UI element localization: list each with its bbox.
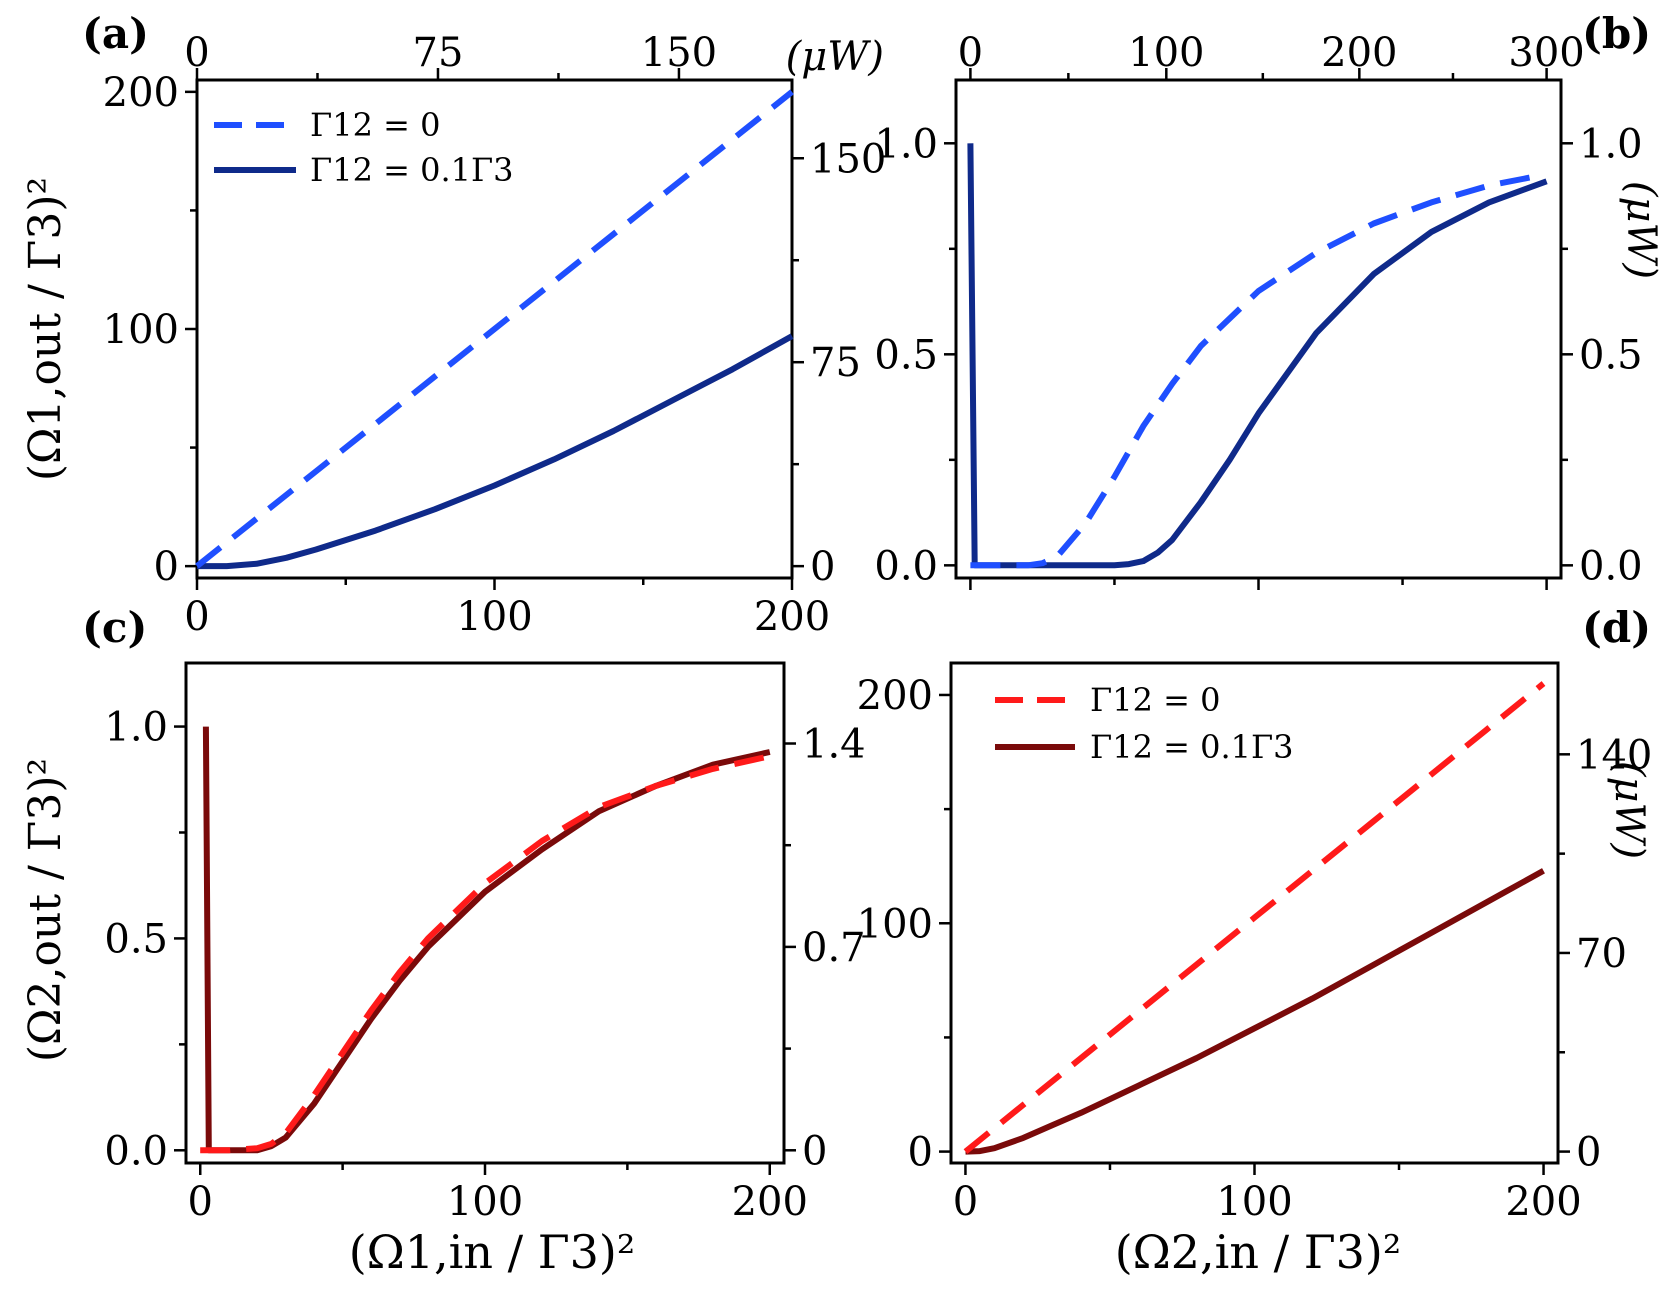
panel-c-ticks: 0 100 200 0.0 0.5 1.0 0 0.7 1.4 (104, 705, 865, 1225)
panel-b: 0.0 0.5 1.0 0.0 0.5 1.0 0 100 200 300 (b) (μW) (874, 9, 1662, 590)
right-tick-label: 1.0 (1579, 121, 1643, 167)
panel-b-ticks: 0.0 0.5 1.0 0.0 0.5 1.0 0 100 200 300 (874, 30, 1643, 590)
y-tick-label: 0 (908, 1130, 933, 1176)
panel-d-series (963, 681, 1546, 1155)
panel-d-xlabel: (Ω2,in / Γ3)² (1115, 1225, 1402, 1279)
series-line-gamma12-zero (963, 681, 1546, 1154)
right-tick-label: 0.0 (1579, 543, 1643, 589)
y-tick-label: 0.0 (874, 543, 938, 589)
panel-d-label: (d) (1582, 603, 1651, 652)
right-tick-label: 0 (810, 544, 835, 590)
series-line-gamma12-0-1 (202, 726, 771, 1154)
right-tick-label: 1.4 (802, 722, 866, 768)
y-tick-label: 200 (857, 673, 933, 719)
panel-c-series (200, 726, 771, 1154)
panel-d-right-unit: (μW) (1606, 761, 1652, 859)
y-tick-label: 0.5 (874, 332, 938, 378)
series-line-gamma12-zero (195, 89, 794, 569)
panel-c: 0 100 200 0.0 0.5 1.0 0 0.7 1.4 (c) (Ω2,out / Γ3… (20, 603, 866, 1279)
panel-c-frame (184, 661, 786, 1165)
panel-d-legend: Γ12 = 0 Γ12 = 0.1Γ3 (995, 681, 1294, 766)
series-line-gamma12-0-1 (197, 333, 794, 570)
right-tick-label: 140 (1576, 732, 1652, 778)
top-tick-label: 0 (958, 30, 983, 76)
series-line-gamma12-0-1 (967, 143, 1548, 569)
top-tick-label: 0 (184, 30, 209, 76)
y-tick-label: 0 (154, 544, 179, 590)
y-tick-label: 100 (857, 901, 933, 947)
y-tick-label: 100 (103, 307, 179, 353)
legend-entry-dashed: Γ12 = 0 (1090, 681, 1220, 719)
legend-entry-dashed: Γ12 = 0 (310, 106, 440, 144)
panel-b-frame (954, 78, 1563, 580)
series-line-gamma12-zero (970, 174, 1533, 569)
panel-a-legend: Γ12 = 0 Γ12 = 0.1Γ3 (214, 106, 514, 189)
legend-entry-solid: Γ12 = 0.1Γ3 (1090, 728, 1294, 766)
right-tick-label: 0.7 (802, 925, 866, 971)
panel-a-series (195, 89, 794, 570)
series-line-gamma12-zero (200, 753, 771, 1154)
panel-a-ylabel: (Ω1,out / Γ3)² (20, 177, 71, 481)
top-tick-label: 100 (1128, 30, 1204, 76)
panel-a-label: (a) (82, 9, 149, 58)
panel-a-top-unit: (μW) (786, 34, 884, 80)
y-tick-label: 1.0 (104, 705, 168, 751)
x-tick-label: 200 (732, 1179, 808, 1225)
panel-b-series (967, 143, 1548, 569)
panel-c-ylabel: (Ω2,out / Γ3)² (20, 758, 71, 1062)
right-tick-label: 75 (810, 340, 861, 386)
right-tick-label: 0 (802, 1128, 827, 1174)
panel-c-xlabel: (Ω1,in / Γ3)² (349, 1225, 636, 1279)
series-line-gamma12-0-1 (965, 868, 1545, 1155)
legend-entry-solid: Γ12 = 0.1Γ3 (310, 151, 514, 189)
right-tick-label: 0.5 (1579, 332, 1643, 378)
y-tick-label: 0.5 (104, 916, 168, 962)
y-tick-label: 0.0 (104, 1128, 168, 1174)
x-tick-label: 0 (953, 1179, 978, 1225)
panel-b-label: (b) (1582, 9, 1651, 58)
x-tick-label: 100 (456, 594, 532, 640)
x-tick-label: 200 (754, 594, 830, 640)
x-tick-label: 0 (184, 594, 209, 640)
right-tick-label: 70 (1576, 931, 1627, 977)
panel-c-label: (c) (82, 603, 147, 652)
right-tick-label: 0 (1576, 1130, 1601, 1176)
x-tick-label: 100 (447, 1179, 523, 1225)
x-tick-label: 100 (1216, 1179, 1292, 1225)
x-tick-label: 200 (1505, 1179, 1581, 1225)
right-tick-label: 150 (810, 136, 886, 182)
x-tick-label: 0 (188, 1179, 213, 1225)
panel-b-right-unit: (μW) (1618, 181, 1662, 279)
top-tick-label: 150 (641, 30, 717, 76)
y-tick-label: 1.0 (874, 121, 938, 167)
y-tick-label: 200 (103, 70, 179, 116)
top-tick-label: 75 (413, 30, 464, 76)
top-tick-label: 300 (1508, 30, 1584, 76)
top-tick-label: 200 (1321, 30, 1397, 76)
